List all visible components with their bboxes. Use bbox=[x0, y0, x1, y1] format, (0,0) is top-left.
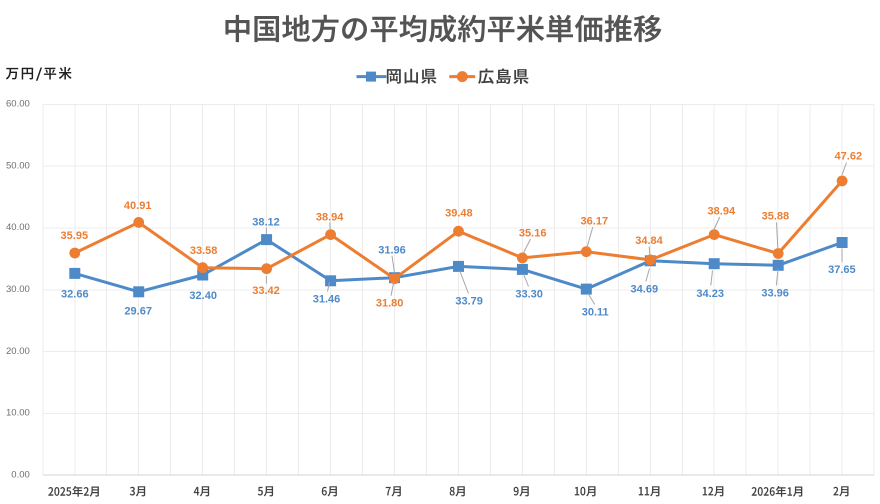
svg-text:38.94: 38.94 bbox=[708, 205, 736, 217]
svg-text:29.67: 29.67 bbox=[124, 306, 152, 318]
svg-text:33.96: 33.96 bbox=[761, 287, 789, 299]
svg-text:33.79: 33.79 bbox=[455, 296, 483, 308]
svg-text:40.91: 40.91 bbox=[124, 200, 152, 212]
svg-text:0.00: 0.00 bbox=[11, 469, 30, 480]
svg-text:34.84: 34.84 bbox=[635, 235, 663, 247]
svg-text:60.00: 60.00 bbox=[6, 99, 30, 110]
svg-text:33.30: 33.30 bbox=[515, 288, 543, 300]
svg-text:32.40: 32.40 bbox=[189, 290, 217, 302]
svg-text:40.00: 40.00 bbox=[6, 222, 30, 233]
svg-text:10.00: 10.00 bbox=[6, 408, 30, 419]
svg-text:31.80: 31.80 bbox=[376, 298, 404, 310]
svg-text:34.23: 34.23 bbox=[696, 288, 724, 300]
svg-text:35.88: 35.88 bbox=[762, 211, 790, 223]
svg-text:33.58: 33.58 bbox=[190, 245, 218, 257]
svg-text:35.16: 35.16 bbox=[519, 228, 547, 240]
svg-text:47.62: 47.62 bbox=[835, 151, 863, 163]
svg-text:50.00: 50.00 bbox=[6, 160, 30, 171]
svg-text:33.42: 33.42 bbox=[252, 285, 280, 297]
svg-text:38.94: 38.94 bbox=[316, 211, 344, 223]
svg-text:37.65: 37.65 bbox=[828, 264, 856, 276]
svg-text:32.66: 32.66 bbox=[61, 289, 89, 301]
svg-text:20.00: 20.00 bbox=[6, 346, 30, 357]
svg-text:34.69: 34.69 bbox=[631, 284, 659, 296]
svg-text:31.46: 31.46 bbox=[313, 294, 341, 306]
svg-text:36.17: 36.17 bbox=[581, 216, 609, 228]
svg-text:30.00: 30.00 bbox=[6, 284, 30, 295]
svg-text:38.12: 38.12 bbox=[252, 217, 280, 229]
svg-text:35.95: 35.95 bbox=[61, 230, 89, 242]
svg-text:39.48: 39.48 bbox=[445, 207, 473, 219]
svg-text:31.96: 31.96 bbox=[378, 245, 406, 257]
svg-text:30.11: 30.11 bbox=[582, 306, 609, 318]
